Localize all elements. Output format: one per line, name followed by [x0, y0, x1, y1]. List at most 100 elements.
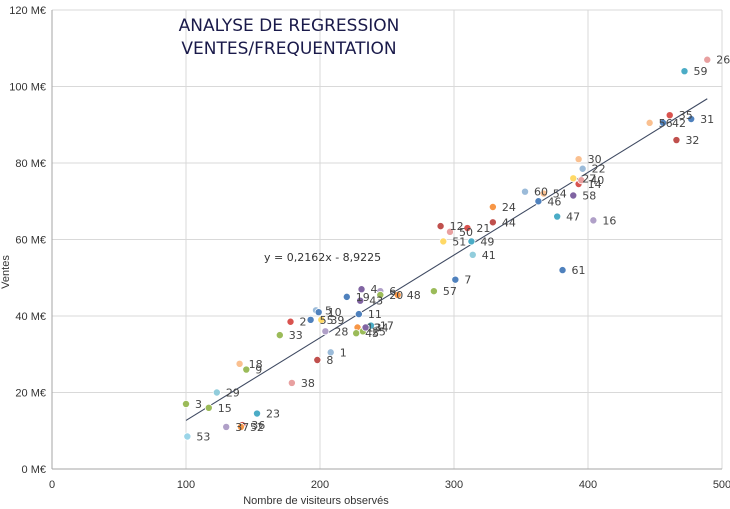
point-label-56: 56 [659, 117, 673, 130]
point-label-59: 59 [693, 65, 707, 78]
point-label-11: 11 [368, 308, 382, 321]
point-label-40: 40 [590, 174, 604, 187]
point-label-35: 35 [679, 109, 693, 122]
x-tick-label: 500 [713, 479, 730, 491]
x-tick-label: 400 [579, 479, 597, 491]
data-point-31 [687, 115, 696, 124]
point-label-6: 6 [389, 285, 396, 298]
point-label-30: 30 [588, 153, 602, 166]
data-point-56 [645, 118, 654, 127]
data-point-55 [306, 315, 315, 324]
point-label-20: 20 [389, 289, 403, 302]
point-label-43: 43 [369, 295, 383, 308]
data-point-9 [242, 365, 251, 374]
data-point-10 [314, 308, 323, 317]
data-point-22 [578, 164, 587, 173]
point-label-42: 42 [672, 117, 686, 130]
data-point-54 [539, 189, 548, 198]
data-point-48 [393, 290, 402, 299]
data-point-39 [317, 315, 326, 324]
data-point-28 [321, 327, 330, 336]
data-point-20 [376, 290, 385, 299]
point-label-33: 33 [289, 329, 303, 342]
point-label-16: 16 [602, 214, 616, 227]
data-point-49 [467, 237, 476, 246]
data-point-46 [534, 197, 543, 206]
data-point-52 [236, 422, 245, 431]
point-label-26: 26 [716, 54, 730, 67]
point-label-28: 28 [334, 325, 348, 338]
data-point-42 [659, 118, 668, 127]
y-tick-label: 80 M€ [15, 158, 46, 170]
point-label-53: 53 [196, 430, 210, 443]
point-label-57: 57 [443, 285, 457, 298]
point-label-34: 34 [375, 321, 389, 334]
regression-trendline [185, 98, 708, 421]
data-point-43 [356, 296, 365, 305]
point-label-17: 17 [380, 320, 394, 333]
y-axis-title: Ventes [0, 255, 12, 289]
data-point-18 [235, 359, 244, 368]
data-point-58 [569, 191, 578, 200]
point-label-58: 58 [582, 190, 596, 203]
data-point-26 [703, 55, 712, 64]
point-label-5: 5 [325, 304, 332, 317]
data-point-38 [287, 378, 296, 387]
data-point-53 [183, 432, 192, 441]
point-label-22: 22 [592, 163, 606, 176]
x-tick-label: 0 [49, 479, 55, 491]
data-points [181, 55, 712, 441]
point-label-15: 15 [218, 402, 232, 415]
point-label-61: 61 [572, 264, 586, 277]
data-point-24 [488, 202, 497, 211]
point-label-36: 36 [251, 419, 265, 432]
data-point-29 [212, 388, 221, 397]
data-point-3 [181, 399, 190, 408]
point-label-50: 50 [459, 226, 473, 239]
data-point-44 [488, 218, 497, 227]
point-label-9: 9 [255, 364, 262, 377]
data-point-35 [665, 111, 674, 120]
x-tick-label: 100 [177, 479, 195, 491]
point-label-29: 29 [226, 387, 240, 400]
point-label-38: 38 [301, 377, 315, 390]
data-point-16 [589, 216, 598, 225]
point-label-14: 14 [588, 178, 602, 191]
point-label-39: 39 [330, 314, 344, 327]
data-point-19 [342, 292, 351, 301]
grid-lines [52, 9, 723, 469]
data-point-51 [439, 237, 448, 246]
point-label-52: 52 [250, 421, 264, 434]
point-label-23: 23 [266, 408, 280, 421]
data-point-34 [361, 323, 370, 332]
point-label-19: 19 [356, 291, 370, 304]
point-label-2: 2 [300, 316, 307, 329]
data-point-4 [357, 285, 366, 294]
x-axis-title: Nombre de visiteurs observés [243, 495, 389, 507]
data-point-30 [574, 155, 583, 164]
point-label-31: 31 [700, 113, 714, 126]
x-tick-label: 200 [311, 479, 329, 491]
axes: 0 M€ 20 M€ 40 M€ 60 M€ 80 M€ 100 M€ 120 M€ 0 100… [9, 5, 730, 491]
data-point-37 [222, 422, 231, 431]
data-point-27 [569, 174, 578, 183]
y-tick-label: 40 M€ [15, 311, 46, 323]
data-point-32 [672, 136, 681, 145]
data-point-60 [521, 187, 530, 196]
y-tick-label: 120 M€ [9, 5, 46, 17]
point-label-32: 32 [685, 134, 699, 147]
point-label-60: 60 [534, 186, 548, 199]
point-label-41: 41 [482, 249, 496, 262]
data-point-59 [680, 67, 689, 76]
data-point-47 [553, 212, 562, 221]
point-label-54: 54 [553, 188, 567, 201]
point-label-24: 24 [502, 201, 516, 214]
point-label-21: 21 [476, 222, 490, 235]
data-point-21 [463, 224, 472, 233]
data-point-33 [275, 331, 284, 340]
point-label-12: 12 [450, 220, 464, 233]
point-label-48: 48 [407, 289, 421, 302]
